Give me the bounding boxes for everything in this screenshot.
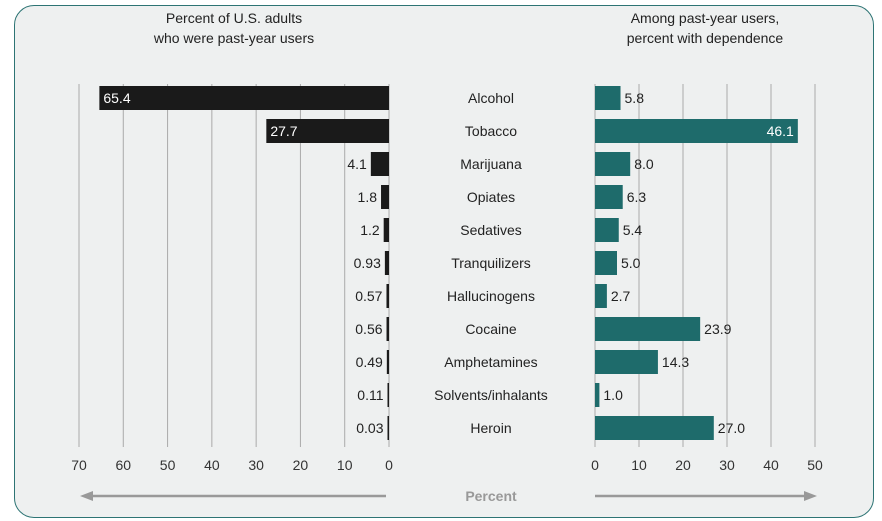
left-bar-value-label: 0.93 [354,255,381,271]
left-x-tick-label: 20 [293,457,309,473]
right-bar [595,383,600,407]
left-arrowhead [80,491,93,501]
right-bar [595,86,621,110]
right-bar-value-label: 23.9 [704,321,731,337]
category-label: Heroin [470,420,511,436]
category-label: Solvents/inhalants [434,387,548,403]
left-x-tick-label: 40 [204,457,220,473]
left-x-tick-label: 70 [71,457,87,473]
category-label: Opiates [467,189,515,205]
left-bar [99,86,389,110]
left-x-tick-label: 60 [115,457,131,473]
right-bar [595,350,658,374]
left-bar [387,383,389,407]
right-chart-title-line-2: percent with dependence [627,30,784,46]
category-label: Hallucinogens [447,288,535,304]
left-bar [384,251,389,275]
right-bar-value-label: 27.0 [718,420,745,436]
left-bar-value-label: 27.7 [270,123,297,139]
left-bar-value-label: 0.57 [355,288,382,304]
right-bar [595,185,623,209]
right-bar [595,152,631,176]
right-arrowhead [804,491,817,501]
right-bar-value-label: 14.3 [662,354,689,370]
left-bar [387,416,389,440]
left-bar [381,185,389,209]
x-axis-label: Percent [465,488,517,504]
right-x-tick-label: 30 [719,457,735,473]
category-label: Marijuana [460,156,522,172]
category-label: Cocaine [465,321,517,337]
left-bar [386,350,389,374]
left-x-tick-label: 50 [160,457,176,473]
left-bar-value-label: 0.11 [357,387,383,403]
left-arrow [80,491,386,501]
right-bar [595,284,607,308]
category-label: Tranquilizers [451,255,531,271]
left-x-tick-label: 30 [248,457,264,473]
right-bar-value-label: 5.4 [623,222,643,238]
right-x-tick-label: 20 [675,457,691,473]
right-x-tick-label: 10 [631,457,647,473]
right-bar-value-label: 6.3 [627,189,647,205]
left-bar [383,218,389,242]
right-bar-value-label: 5.8 [625,90,645,106]
right-bar [595,218,619,242]
right-bar-value-label: 2.7 [611,288,631,304]
left-chart-title-line-2: who were past-year users [153,30,314,46]
left-bar [386,284,389,308]
right-bar-value-label: 1.0 [603,387,623,403]
left-bar-value-label: 65.4 [103,90,130,106]
right-x-tick-label: 50 [807,457,823,473]
right-bar-value-label: 8.0 [634,156,654,172]
right-bar [595,317,701,341]
right-arrow [595,491,817,501]
left-bar-value-label: 4.1 [347,156,367,172]
left-bar [266,119,389,143]
right-bar-value-label: 5.0 [621,255,641,271]
left-bar [386,317,389,341]
right-bar-value-label: 46.1 [767,123,794,139]
left-bar [370,152,389,176]
category-label: Alcohol [468,90,514,106]
right-x-tick-label: 40 [763,457,779,473]
category-label: Sedatives [460,222,521,238]
left-x-tick-label: 10 [337,457,353,473]
left-bar-value-label: 1.8 [358,189,378,205]
right-x-tick-label: 0 [591,457,599,473]
left-x-tick-label: 0 [385,457,393,473]
left-bar-value-label: 1.2 [360,222,380,238]
category-label: Tobacco [465,123,517,139]
left-bar-value-label: 0.03 [356,420,383,436]
left-chart-title-line-1: Percent of U.S. adults [166,10,302,26]
category-label: Amphetamines [444,354,537,370]
right-bar [595,416,714,440]
left-bar-value-label: 0.49 [356,354,383,370]
right-bar [595,119,798,143]
right-chart-title-line-1: Among past-year users, [631,10,780,26]
right-bar [595,251,617,275]
left-bar-value-label: 0.56 [355,321,382,337]
